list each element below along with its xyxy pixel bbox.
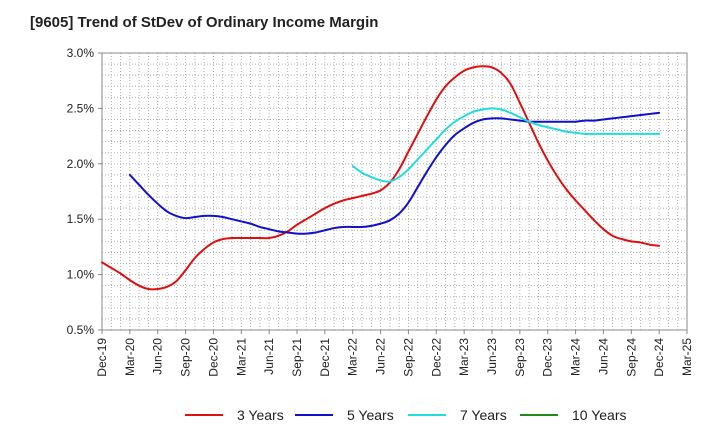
y-tick-label: 1.5% (67, 212, 95, 226)
x-tick-label: Dec-19 (95, 338, 109, 377)
y-axis-ticks: 0.5% 1.0% 1.5% 2.0% 2.5% 3.0% (67, 46, 102, 337)
grid-lines (102, 53, 687, 330)
legend-swatch-10-years (520, 414, 558, 416)
y-tick-label: 2.5% (67, 101, 95, 115)
x-tick-label: Sep-24 (624, 338, 638, 377)
plot-area (102, 53, 687, 330)
x-axis-ticks: Dec-19 Mar-20 Jun-20 Sep-20 Dec-20 Mar-21 Jun-… (95, 330, 694, 377)
legend-item-5-years[interactable]: 5 Years (295, 402, 394, 428)
x-tick-label: Jun-23 (485, 338, 499, 375)
y-tick-label: 2.0% (67, 157, 95, 171)
x-tick-label: Mar-24 (569, 338, 583, 376)
x-tick-label: Dec-22 (429, 338, 443, 377)
plot-frame (101, 52, 688, 331)
legend-label-3-years: 3 Years (237, 407, 284, 423)
y-tick-label: 0.5% (67, 323, 95, 337)
legend-label-10-years: 10 Years (572, 407, 627, 423)
legend-item-3-years[interactable]: 3 Years (185, 402, 284, 428)
series-line-7-years (351, 107, 661, 183)
x-tick-label: Mar-25 (680, 338, 694, 376)
x-tick-label: Jun-22 (374, 338, 388, 375)
x-tick-label: Mar-22 (346, 338, 360, 376)
y-tick-label: 1.0% (67, 268, 95, 282)
x-tick-label: Sep-22 (401, 338, 415, 377)
legend-swatch-5-years (295, 414, 333, 416)
legend: 3 Years 5 Years 7 Years 10 Years (0, 402, 720, 428)
x-tick-label: Mar-20 (123, 338, 137, 376)
x-tick-label: Dec-23 (541, 338, 555, 377)
x-tick-label: Sep-20 (179, 338, 193, 377)
legend-item-10-years[interactable]: 10 Years (520, 402, 627, 428)
legend-label-5-years: 5 Years (347, 407, 394, 423)
x-tick-label: Jun-20 (151, 338, 165, 375)
x-tick-label: Mar-23 (457, 338, 471, 376)
legend-label-7-years: 7 Years (460, 407, 507, 423)
y-tick-label: 3.0% (67, 46, 95, 60)
series-line-5-years (128, 111, 661, 235)
series-line-3-years (101, 65, 661, 291)
x-tick-label: Sep-21 (290, 338, 304, 377)
x-tick-label: Dec-21 (318, 338, 332, 377)
x-tick-label: Mar-21 (234, 338, 248, 376)
legend-item-7-years[interactable]: 7 Years (408, 402, 507, 428)
chart-title: [9605] Trend of StDev of Ordinary Income… (30, 14, 379, 31)
x-tick-label: Sep-23 (513, 338, 527, 377)
x-tick-label: Jun-24 (596, 338, 610, 375)
x-tick-label: Dec-24 (652, 338, 666, 377)
series-lines (101, 65, 661, 291)
legend-swatch-3-years (185, 414, 223, 416)
legend-swatch-7-years (408, 414, 446, 416)
x-tick-label: Dec-20 (206, 338, 220, 377)
x-tick-label: Jun-21 (262, 338, 276, 375)
